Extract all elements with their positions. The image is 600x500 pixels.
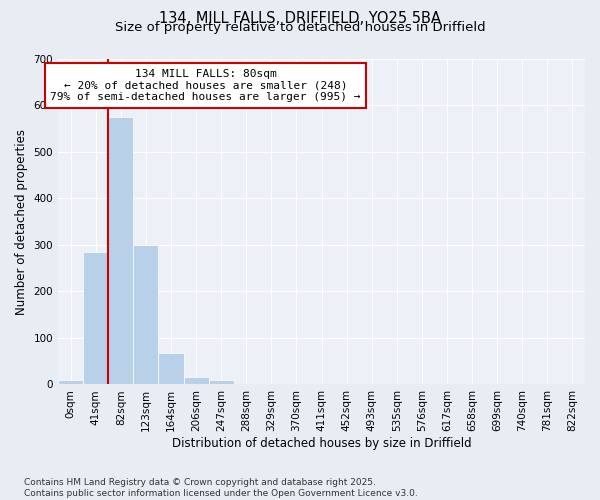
- Text: Contains HM Land Registry data © Crown copyright and database right 2025.
Contai: Contains HM Land Registry data © Crown c…: [24, 478, 418, 498]
- Bar: [158, 353, 184, 384]
- Bar: [184, 378, 209, 384]
- Text: 134 MILL FALLS: 80sqm
← 20% of detached houses are smaller (248)
79% of semi-det: 134 MILL FALLS: 80sqm ← 20% of detached …: [50, 69, 361, 102]
- Bar: [209, 380, 233, 384]
- Text: 134, MILL FALLS, DRIFFIELD, YO25 5BA: 134, MILL FALLS, DRIFFIELD, YO25 5BA: [159, 11, 441, 26]
- Bar: [83, 252, 108, 384]
- Bar: [58, 380, 83, 384]
- Bar: [133, 245, 158, 384]
- Bar: [108, 117, 133, 384]
- Text: Size of property relative to detached houses in Driffield: Size of property relative to detached ho…: [115, 21, 485, 34]
- X-axis label: Distribution of detached houses by size in Driffield: Distribution of detached houses by size …: [172, 437, 472, 450]
- Y-axis label: Number of detached properties: Number of detached properties: [15, 128, 28, 314]
